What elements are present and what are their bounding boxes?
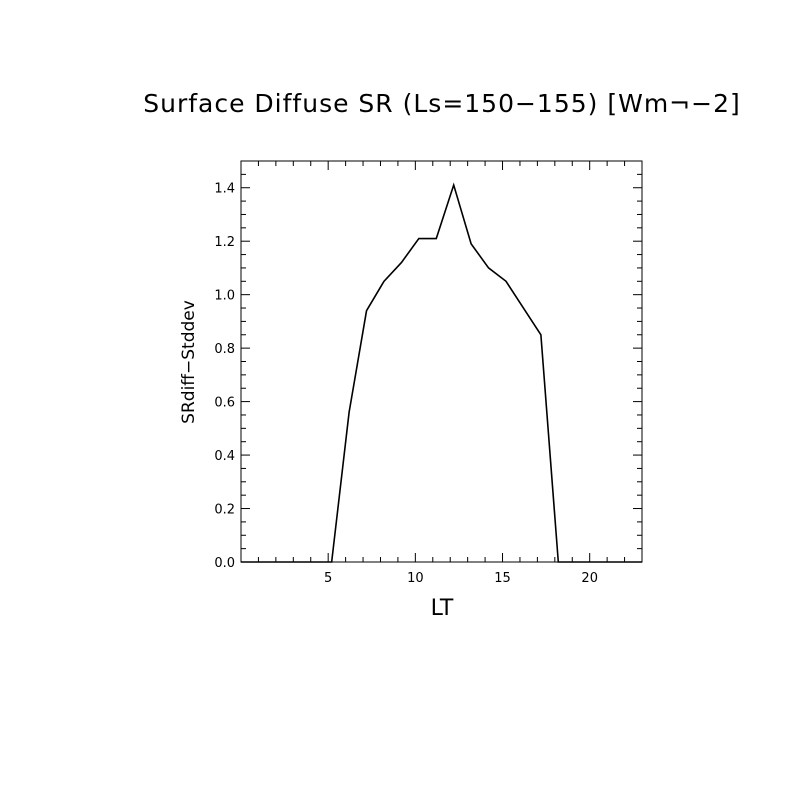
y-tick-label: 1.2 [214, 235, 235, 250]
x-tick-label: 5 [324, 571, 332, 586]
x-axis-label: LT [431, 596, 454, 621]
y-tick-label: 0.6 [214, 396, 235, 411]
y-tick-label: 0.8 [214, 342, 235, 357]
y-tick-label: 0.2 [214, 503, 235, 518]
x-tick-label: 15 [494, 571, 511, 586]
chart-title: Surface Diffuse SR (Ls=150−155) [Wm¬−2] [143, 89, 740, 118]
x-axis-ticks: 5 10 15 20 [257, 161, 643, 586]
y-tick-label: 0.0 [214, 556, 235, 571]
series-line [241, 182, 642, 563]
y-tick-label: 1.0 [214, 289, 235, 304]
y-tick-label: 1.4 [214, 182, 235, 197]
x-tick-label: 20 [581, 571, 598, 586]
y-axis-ticks: 0.0 0.2 0.4 0.6 0.8 1.0 1.2 1.4 [214, 160, 642, 571]
y-tick-label: 0.4 [214, 449, 235, 464]
y-axis-label: SRdiff−Stddev [179, 300, 199, 424]
plot-area: 5 10 15 20 0.0 0.2 0.4 0.6 0.8 1.0 1.2 1.4 [214, 160, 643, 586]
x-tick-label: 10 [407, 571, 424, 586]
